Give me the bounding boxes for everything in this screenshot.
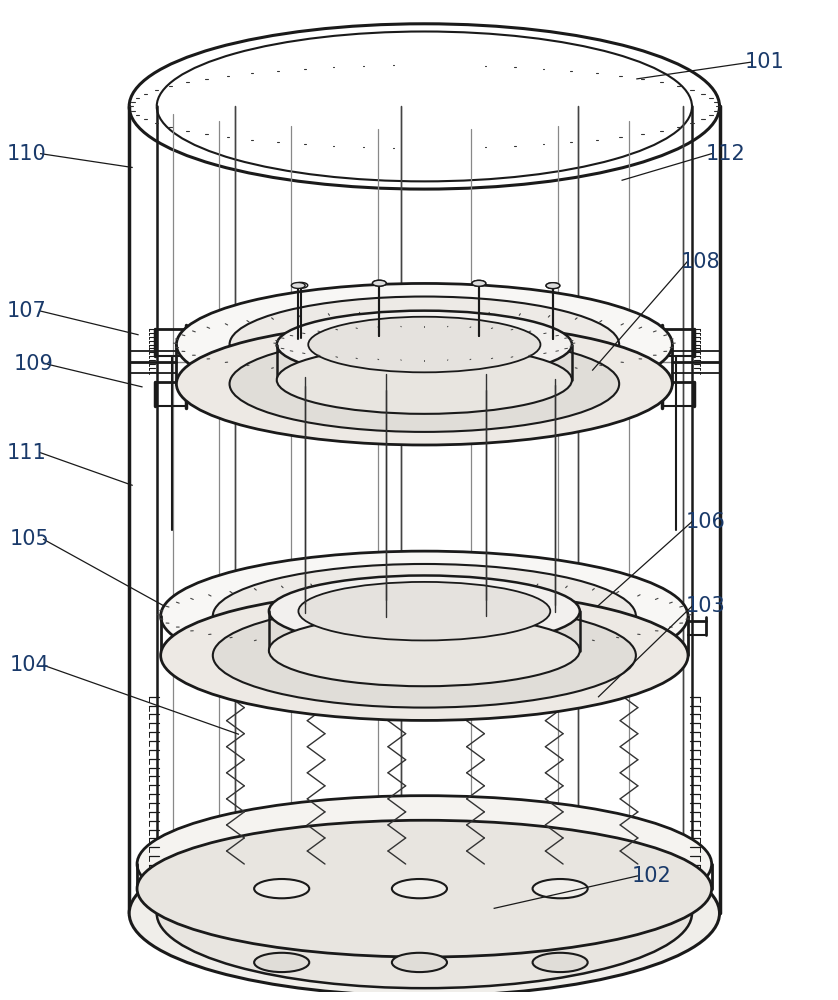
Ellipse shape [472, 280, 486, 286]
Ellipse shape [372, 280, 386, 286]
Ellipse shape [298, 582, 551, 640]
Ellipse shape [294, 282, 308, 288]
Text: 105: 105 [10, 529, 49, 549]
Ellipse shape [230, 336, 619, 432]
Ellipse shape [213, 603, 636, 708]
Ellipse shape [269, 575, 580, 647]
Ellipse shape [213, 564, 636, 668]
Ellipse shape [177, 283, 672, 406]
Ellipse shape [546, 283, 560, 289]
Ellipse shape [392, 879, 447, 898]
Ellipse shape [254, 953, 309, 972]
Ellipse shape [137, 820, 711, 957]
Ellipse shape [533, 879, 587, 898]
Text: 111: 111 [7, 443, 47, 463]
Ellipse shape [269, 615, 580, 686]
Text: 107: 107 [7, 301, 47, 321]
Ellipse shape [161, 551, 688, 681]
Ellipse shape [533, 953, 587, 972]
Ellipse shape [308, 317, 541, 372]
Text: 101: 101 [745, 52, 785, 72]
Ellipse shape [129, 831, 720, 996]
Ellipse shape [372, 280, 386, 286]
Ellipse shape [157, 838, 692, 988]
Ellipse shape [254, 879, 309, 898]
Text: 102: 102 [632, 866, 672, 886]
Ellipse shape [546, 283, 560, 289]
Text: 112: 112 [706, 144, 746, 164]
Text: 103: 103 [686, 596, 726, 616]
Ellipse shape [292, 283, 305, 288]
Ellipse shape [392, 953, 447, 972]
Text: 109: 109 [13, 354, 54, 374]
Ellipse shape [230, 297, 619, 393]
Text: 106: 106 [686, 512, 726, 532]
Ellipse shape [277, 346, 572, 414]
Ellipse shape [472, 280, 486, 286]
Ellipse shape [177, 323, 672, 445]
Text: 104: 104 [10, 655, 49, 675]
Ellipse shape [161, 590, 688, 720]
Text: 110: 110 [7, 144, 47, 164]
Ellipse shape [277, 311, 572, 378]
Text: 108: 108 [681, 252, 721, 272]
Ellipse shape [137, 796, 711, 932]
